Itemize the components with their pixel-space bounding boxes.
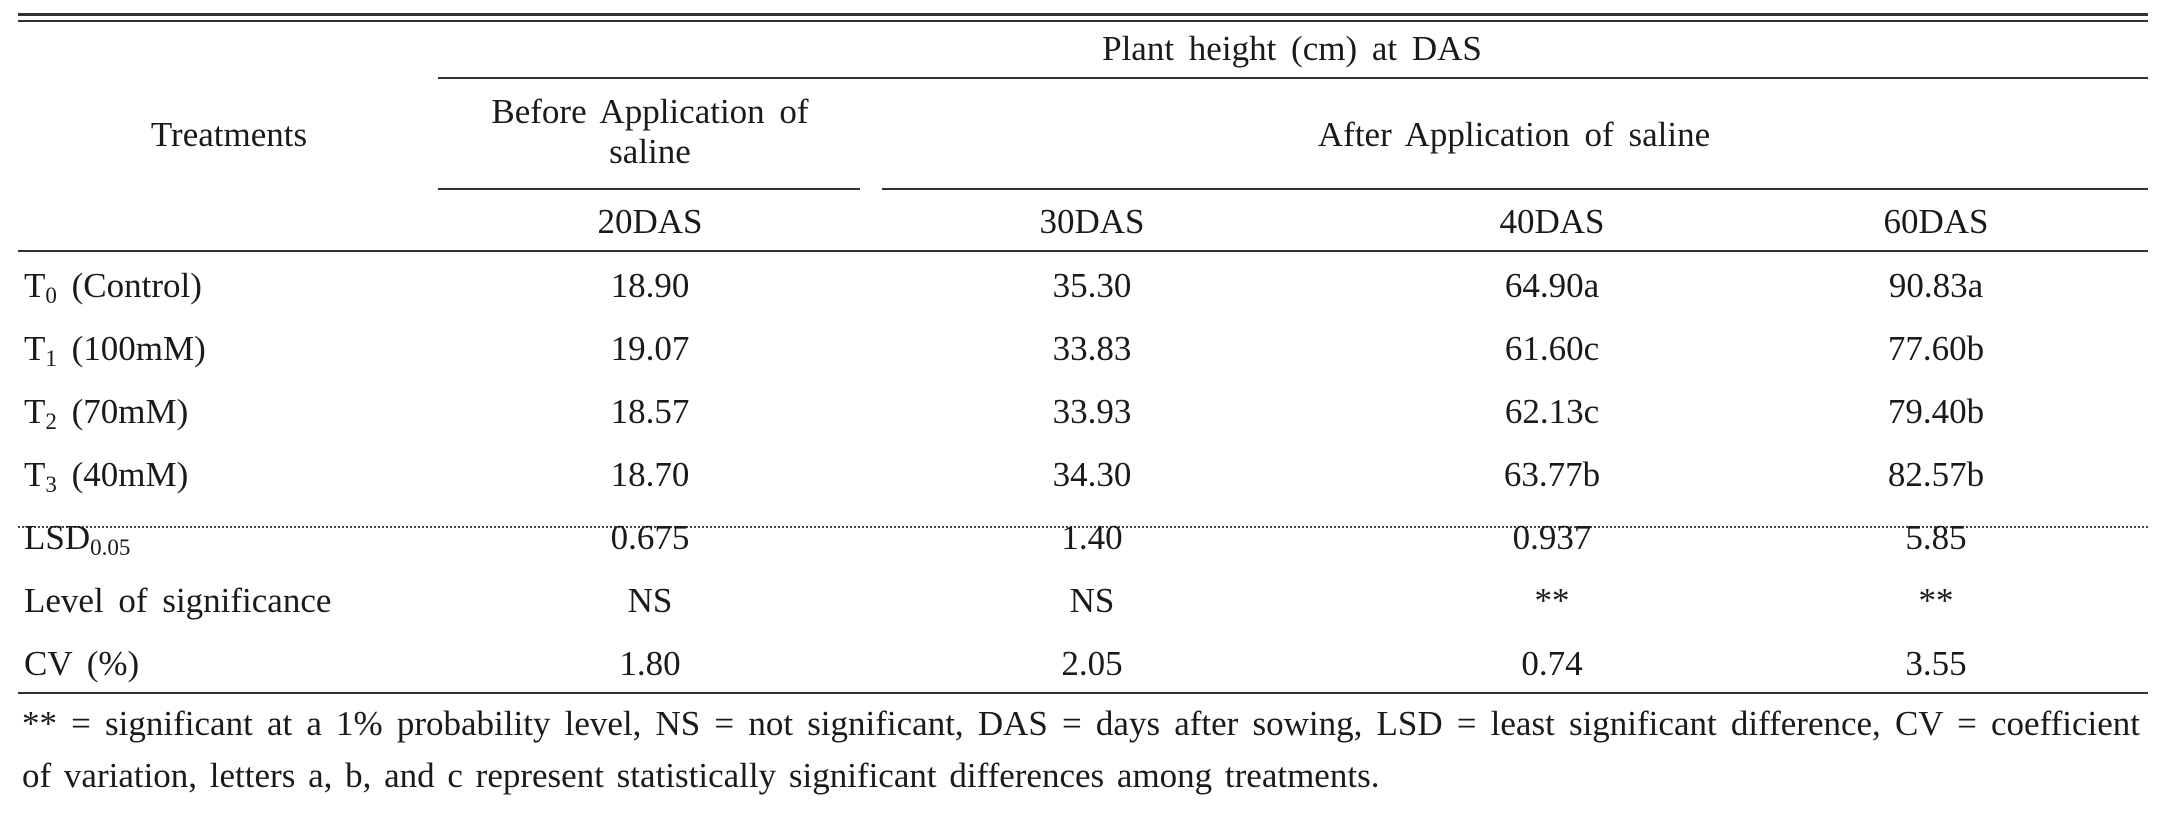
table-cell: NS [627, 581, 673, 620]
table-cell: 63.77b [1503, 455, 1601, 494]
table-cell: 77.60b [1887, 329, 1985, 368]
table-cell: 64.90a [1504, 266, 1600, 305]
table-cell: 33.93 [1052, 392, 1132, 431]
table-cell: 0.675 [610, 518, 690, 557]
table-cell: 18.57 [610, 392, 690, 431]
table-cell: 33.83 [1052, 329, 1132, 368]
span-header: Plant height (cm) at DAS [1102, 29, 1482, 68]
table-cell: 3.55 [1905, 644, 1967, 683]
table-cell: NS [1069, 581, 1115, 620]
table-cell: 5.85 [1905, 518, 1967, 557]
stats-label: Level of significance [24, 581, 332, 620]
row-label: T0 (Control) [24, 266, 202, 308]
span-header-rule [438, 77, 2148, 79]
table-cell: ** [1534, 581, 1570, 620]
group-after-rule [882, 188, 2148, 190]
row-label: T2 (70mM) [24, 392, 189, 434]
table-cell: 61.60c [1504, 329, 1600, 368]
row-label: T3 (40mM) [24, 455, 189, 497]
table-cell: 82.57b [1887, 455, 1985, 494]
column-header: 20DAS [597, 202, 703, 241]
table-cell: 1.80 [619, 644, 681, 683]
table-cell: 62.13c [1504, 392, 1600, 431]
group-before-header: Before Application of saline [491, 92, 809, 171]
table-footnote: ** = significant at a 1% probability lev… [22, 704, 2140, 795]
table-cell: 35.30 [1052, 266, 1132, 305]
table-cell: 1.40 [1061, 518, 1123, 557]
table-bottom-rule [18, 692, 2148, 694]
column-header: 30DAS [1039, 202, 1145, 241]
header-bottom-rule [18, 250, 2148, 252]
table-cell: ** [1918, 581, 1954, 620]
stub-header: Treatments [150, 115, 308, 154]
group-after-header: After Application of saline [1317, 115, 1711, 154]
table-cell: 0.937 [1512, 518, 1592, 557]
table-cell: 90.83a [1888, 266, 1984, 305]
stats-label: LSD0.05 [24, 518, 131, 560]
table-cell: 18.90 [610, 266, 690, 305]
stats-label: CV (%) [24, 644, 140, 683]
group-before-rule [438, 188, 860, 190]
table-cell: 79.40b [1887, 392, 1985, 431]
table-cell: 0.74 [1521, 644, 1583, 683]
table-top-rule-outer [18, 13, 2148, 16]
table-cell: 34.30 [1052, 455, 1132, 494]
table-cell: 19.07 [610, 329, 690, 368]
table-cell: 2.05 [1061, 644, 1123, 683]
column-header: 40DAS [1499, 202, 1605, 241]
row-label: T1 (100mM) [24, 329, 206, 371]
stats-separator-dotted [18, 526, 2148, 528]
table-cell: 18.70 [610, 455, 690, 494]
column-header: 60DAS [1883, 202, 1989, 241]
table-top-rule-inner [18, 20, 2148, 22]
